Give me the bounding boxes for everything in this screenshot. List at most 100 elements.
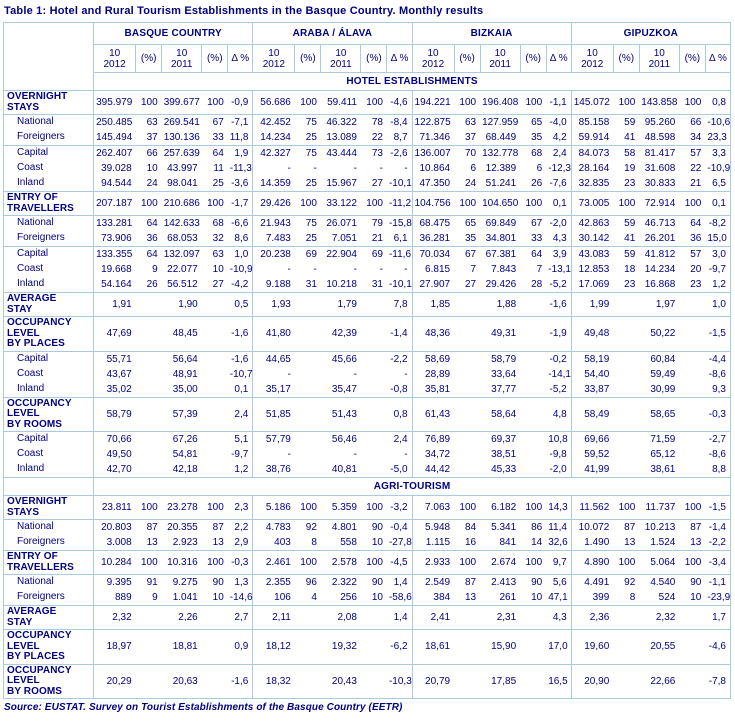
data-cell xyxy=(135,350,162,367)
data-cell: 100 xyxy=(201,495,228,520)
data-cell: 1,4 xyxy=(386,574,413,590)
data-cell xyxy=(294,663,321,699)
data-cell: 68 xyxy=(201,215,228,231)
section-band-row: HOTEL ESTABLISHMENTS xyxy=(3,72,731,91)
data-cell xyxy=(520,396,547,432)
data-cell: 17,85 xyxy=(480,663,521,699)
data-cell xyxy=(135,629,162,664)
table-row: Inland 94.544 24 98.041 25 -3,6 14.359 25 15.967… xyxy=(3,176,731,192)
data-cell xyxy=(679,431,706,447)
data-cell: 67 xyxy=(201,114,228,130)
data-cell: 10.213 xyxy=(639,519,680,535)
data-cell: 19.668 xyxy=(93,262,136,277)
data-cell xyxy=(201,663,228,699)
data-cell: 133.281 xyxy=(93,215,136,231)
data-cell: -2,2 xyxy=(386,350,413,367)
data-cell: 20,43 xyxy=(320,663,361,699)
data-cell: 17.069 xyxy=(570,277,614,293)
period-header-g2-c2: 10 2011 xyxy=(479,44,521,73)
data-cell: 63 xyxy=(454,114,481,130)
data-cell: 21.943 xyxy=(252,215,295,231)
data-cell: 55,71 xyxy=(93,350,136,367)
row-label: Capital xyxy=(3,246,95,262)
data-cell: 37 xyxy=(464,132,477,143)
data-cell: 8 xyxy=(629,592,636,603)
data-cell: 100 xyxy=(135,90,162,115)
data-cell: 22,66 xyxy=(639,663,680,699)
data-cell: 11.737 xyxy=(639,495,680,520)
row-label: Inland xyxy=(3,462,95,478)
data-cell xyxy=(679,629,706,664)
data-cell: - xyxy=(379,264,383,275)
data-cell: 10,8 xyxy=(546,431,572,447)
data-cell: 262.407 xyxy=(93,145,136,161)
data-cell: 10 xyxy=(531,592,543,603)
data-cell: 58,65 xyxy=(639,396,680,432)
data-cell xyxy=(135,605,162,630)
data-cell xyxy=(294,350,321,367)
table-row: National 9.395 91 9.275 90 1,3 2.355 96 2.322 90 1… xyxy=(3,574,731,590)
data-cell: 23.278 xyxy=(161,495,202,520)
data-cell: 2,26 xyxy=(161,605,202,630)
data-cell: 1,0 xyxy=(705,292,731,317)
data-cell: 8,8 xyxy=(712,464,726,475)
data-cell: 14,3 xyxy=(546,495,572,520)
data-cell: -4,2 xyxy=(231,279,249,290)
data-cell: -14,6 xyxy=(229,592,253,603)
data-cell: 71,59 xyxy=(639,431,680,447)
data-cell: 57,79 xyxy=(252,431,295,447)
data-cell: 78 xyxy=(360,114,387,130)
data-cell: 7.063 xyxy=(411,495,455,520)
data-cell: 15.967 xyxy=(326,178,357,189)
table-row: National 133.281 64 142.633 68 -6,6 21.943 75 26… xyxy=(3,215,731,231)
data-cell: 65,12 xyxy=(650,449,676,460)
period-header-g0-c4: Δ % xyxy=(227,44,253,73)
section-band-title: AGRI-TOURISM xyxy=(93,477,731,496)
data-cell: 50,22 xyxy=(639,316,680,351)
data-cell: 9.395 xyxy=(93,574,136,590)
data-cell: 43,67 xyxy=(93,366,136,382)
data-cell xyxy=(454,292,481,317)
data-cell: 69 xyxy=(360,246,387,262)
data-cell: 35 xyxy=(464,233,477,244)
data-cell: 8,6 xyxy=(234,233,249,244)
data-cell: 84.073 xyxy=(570,145,614,161)
data-cell: 22.904 xyxy=(320,246,361,262)
data-cell: 20,90 xyxy=(570,663,614,699)
data-cell: 100 xyxy=(360,550,387,575)
period-header-g3-c4: Δ % xyxy=(704,44,731,73)
data-cell: 8 xyxy=(311,537,317,548)
data-cell: 28 xyxy=(531,279,543,290)
data-cell: 2,3 xyxy=(227,495,253,520)
data-cell xyxy=(454,350,481,367)
data-cell: 20,63 xyxy=(161,663,202,699)
data-cell: 34,72 xyxy=(411,447,455,462)
data-cell: 20,55 xyxy=(639,629,680,664)
data-cell: 403 xyxy=(252,535,295,551)
data-cell xyxy=(520,367,546,382)
data-cell: 4,3 xyxy=(552,233,567,244)
data-cell: 5,6 xyxy=(546,574,572,590)
data-cell xyxy=(520,382,546,398)
data-cell: 7.483 xyxy=(252,231,295,247)
section-band-label-spacer xyxy=(3,477,95,496)
data-cell: 6 xyxy=(536,163,543,174)
row-label: OVERNIGHT STAYS xyxy=(3,495,95,520)
data-cell: 384 xyxy=(411,590,455,606)
data-cell: - xyxy=(404,368,408,380)
data-cell: 59,52 xyxy=(570,447,614,462)
data-cell xyxy=(679,382,705,398)
data-cell: 2.674 xyxy=(480,550,521,575)
data-cell xyxy=(613,605,640,630)
data-cell: 40,81 xyxy=(331,464,357,475)
data-cell: -8,2 xyxy=(705,215,731,231)
data-cell: 33,64 xyxy=(491,368,517,380)
data-cell: 2,41 xyxy=(411,605,455,630)
data-cell: 19 xyxy=(624,163,636,174)
data-cell xyxy=(201,431,228,447)
data-cell: 5.064 xyxy=(639,550,680,575)
data-cell: 44,65 xyxy=(252,350,295,367)
data-cell: 250.485 xyxy=(93,114,136,130)
data-cell: 145.494 xyxy=(93,130,136,146)
